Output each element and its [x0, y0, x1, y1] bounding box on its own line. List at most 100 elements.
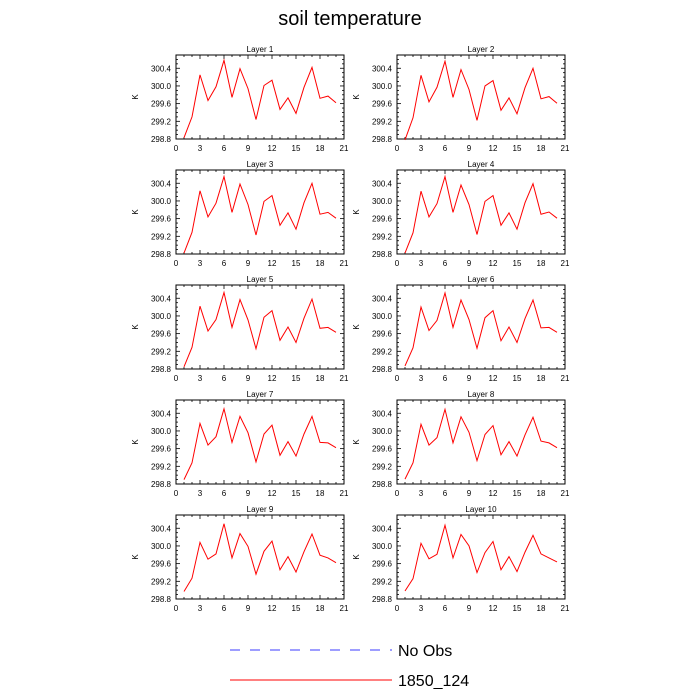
x-tick-label: 3: [419, 374, 424, 383]
panel-2: Layer 2 K 0 3 6 9 12 15 18 21 298.8 299.2 299.6 300.0…: [352, 45, 570, 153]
y-tick-label: 299.2: [151, 577, 172, 586]
series-line-1850-124: [183, 58, 337, 138]
x-tick-label: 15: [513, 604, 522, 613]
y-axis-label: K: [131, 439, 140, 445]
x-tick-label: 0: [174, 259, 179, 268]
x-tick-label: 3: [198, 604, 203, 613]
y-tick-label: 300.4: [372, 294, 393, 303]
panel-title: Layer 9: [247, 505, 274, 514]
y-tick-label: 298.8: [372, 480, 393, 489]
y-axis-label: K: [131, 209, 140, 215]
x-tick-label: 18: [316, 259, 325, 268]
x-tick-label: 6: [222, 489, 227, 498]
x-tick-label: 3: [419, 489, 424, 498]
x-tick-label: 21: [340, 144, 349, 153]
y-tick-label: 298.8: [151, 595, 172, 604]
series-line-1850-124: [183, 290, 337, 367]
x-tick-label: 6: [222, 259, 227, 268]
x-tick-label: 9: [246, 604, 251, 613]
y-tick-label: 299.2: [372, 117, 393, 126]
y-tick-label: 298.8: [372, 135, 393, 144]
x-tick-label: 12: [489, 489, 498, 498]
panel-6: Layer 6 K 0 3 6 9 12 15 18 21 298.8 299.2 299.6 300.0…: [352, 275, 570, 383]
y-tick-label: 299.2: [372, 462, 393, 471]
x-tick-label: 21: [340, 374, 349, 383]
plot-frame: [396, 54, 566, 140]
panel-title: Layer 6: [468, 275, 495, 284]
y-tick-label: 299.6: [372, 330, 393, 339]
x-tick-label: 9: [246, 259, 251, 268]
x-tick-label: 6: [222, 374, 227, 383]
x-tick-label: 12: [268, 489, 277, 498]
x-tick-label: 15: [513, 259, 522, 268]
series-line-1850-124: [404, 523, 558, 592]
y-tick-label: 299.6: [372, 445, 393, 454]
x-tick-label: 3: [198, 259, 203, 268]
y-tick-label: 299.6: [372, 560, 393, 569]
plot-frame: [175, 514, 345, 600]
plot-frame: [175, 54, 345, 140]
y-tick-label: 299.6: [372, 215, 393, 224]
x-tick-label: 21: [340, 604, 349, 613]
panel-10: Layer 10 K 0 3 6 9 12 15 18 21 298.8 299.2 299.6 300.…: [352, 505, 570, 613]
series-line-1850-124: [183, 406, 337, 480]
y-tick-label: 299.6: [372, 100, 393, 109]
x-tick-label: 6: [222, 604, 227, 613]
x-tick-label: 21: [561, 374, 570, 383]
x-tick-label: 6: [443, 604, 448, 613]
y-tick-label: 300.0: [372, 82, 393, 91]
x-tick-label: 18: [537, 374, 546, 383]
y-tick-label: 300.0: [372, 197, 393, 206]
x-tick-label: 9: [467, 259, 472, 268]
panel-3: Layer 3 K 0 3 6 9 12 15 18 21 298.8 299.2 299.6 300.0…: [131, 160, 349, 268]
y-axis-label: K: [352, 554, 361, 560]
panel-1: Layer 1 K 0 3 6 9 12 15 18 21 298.8 299.2 299.6 300.0…: [131, 45, 349, 153]
x-tick-label: 9: [246, 374, 251, 383]
y-axis-label: K: [352, 439, 361, 445]
y-tick-label: 299.2: [372, 347, 393, 356]
y-tick-label: 298.8: [372, 250, 393, 259]
legend-label-1850-124: 1850_124: [398, 673, 469, 690]
y-tick-label: 300.0: [151, 312, 172, 321]
plot-frame: [175, 169, 345, 255]
x-tick-label: 15: [292, 374, 301, 383]
y-tick-label: 300.0: [151, 542, 172, 551]
plot-frame: [175, 284, 345, 370]
y-axis-label: K: [131, 324, 140, 330]
x-tick-label: 12: [268, 144, 277, 153]
y-axis-label: K: [352, 94, 361, 100]
plot-frame: [396, 284, 566, 370]
panel-title: Layer 3: [247, 160, 274, 169]
x-tick-label: 18: [537, 144, 546, 153]
x-tick-label: 0: [174, 374, 179, 383]
y-tick-label: 300.4: [151, 409, 172, 418]
x-tick-label: 9: [467, 374, 472, 383]
x-tick-label: 12: [268, 259, 277, 268]
x-tick-label: 3: [198, 374, 203, 383]
y-tick-label: 300.4: [372, 409, 393, 418]
x-tick-label: 12: [489, 259, 498, 268]
y-tick-label: 299.6: [151, 330, 172, 339]
series-line-1850-124: [404, 59, 558, 141]
panel-title: Layer 8: [468, 390, 495, 399]
x-tick-label: 15: [292, 604, 301, 613]
panel-4: Layer 4 K 0 3 6 9 12 15 18 21 298.8 299.2 299.6 300.0…: [352, 160, 570, 268]
x-tick-label: 0: [395, 144, 400, 153]
x-tick-label: 6: [443, 144, 448, 153]
panel-9: Layer 9 K 0 3 6 9 12 15 18 21 298.8 299.2 299.6 300.0…: [131, 505, 349, 613]
y-tick-label: 298.8: [151, 480, 172, 489]
x-tick-label: 6: [443, 259, 448, 268]
y-axis-label: K: [352, 324, 361, 330]
y-tick-label: 299.2: [372, 232, 393, 241]
y-tick-label: 300.0: [372, 312, 393, 321]
y-tick-label: 300.4: [151, 524, 172, 533]
y-tick-label: 300.0: [372, 542, 393, 551]
y-tick-label: 299.2: [151, 232, 172, 241]
x-tick-label: 15: [513, 489, 522, 498]
y-tick-label: 300.0: [372, 427, 393, 436]
y-tick-label: 299.6: [151, 560, 172, 569]
x-tick-label: 6: [443, 374, 448, 383]
y-tick-label: 299.2: [372, 577, 393, 586]
x-tick-label: 15: [292, 259, 301, 268]
y-tick-label: 299.6: [151, 215, 172, 224]
